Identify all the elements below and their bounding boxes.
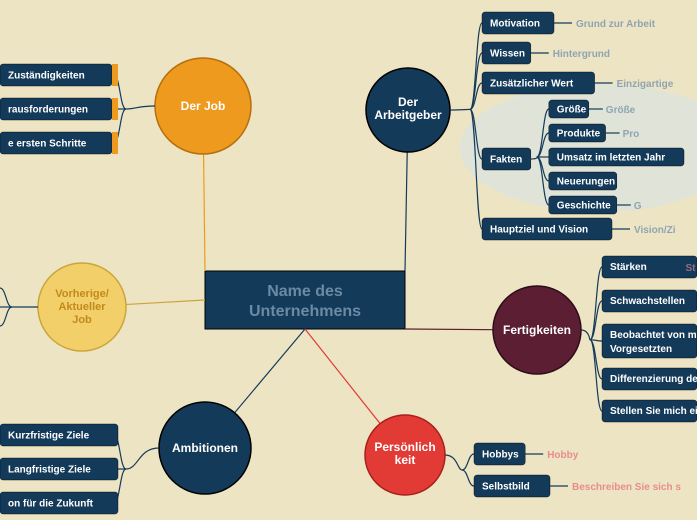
svg-text:Größe: Größe	[557, 105, 587, 116]
bracket	[126, 448, 159, 469]
arb-child-0[interactable]: Motivation	[482, 12, 554, 34]
amb-child-1[interactable]: Langfristige Ziele	[0, 458, 118, 480]
fakt-child-2[interactable]: Umsatz im letzten Jahr	[549, 148, 684, 166]
bracket-branch	[0, 288, 12, 307]
arb-child-1[interactable]: Wissen	[482, 42, 531, 64]
svg-text:Hauptziel und Vision: Hauptziel und Vision	[490, 225, 588, 236]
svg-text:on für die Zukunft: on für die Zukunft	[8, 499, 94, 510]
pers-sec-1: Beschreiben Sie sich s	[572, 482, 681, 493]
node-fertigkeiten[interactable]: Fertigkeiten	[493, 286, 581, 374]
fakt-sec-0: Größe	[606, 105, 636, 116]
node-job[interactable]: Der Job	[155, 58, 251, 154]
arb-sec-1: Hintergrund	[553, 49, 610, 60]
fert-label-1: Schwachstellen	[610, 296, 685, 307]
accent	[112, 64, 118, 86]
fakt-sec-1: Pro	[623, 129, 640, 140]
fert-sec-0: St	[686, 263, 697, 274]
fert-child-3[interactable]: Differenzierung der	[602, 368, 697, 390]
bracket-branch	[590, 340, 602, 411]
node-label-ambitionen: Ambitionen	[172, 441, 238, 455]
node-label-arbeitgeber-1: Arbeitgeber	[374, 108, 442, 122]
svg-text:Motivation: Motivation	[490, 19, 540, 30]
fakt-sec-4: G	[634, 201, 642, 212]
arb-child-2[interactable]: Zusätzlicher Wert	[482, 72, 595, 94]
arb-sec-0: Grund zur Arbeit	[576, 19, 656, 30]
job-child-2[interactable]: e ersten Schritte	[0, 132, 112, 154]
arb-child-4[interactable]: Hauptziel und Vision	[482, 218, 612, 240]
node-ambitionen[interactable]: Ambitionen	[159, 402, 251, 494]
center-node[interactable]	[205, 271, 405, 329]
amb-child-0[interactable]: Kurzfristige Ziele	[0, 424, 118, 446]
accent	[112, 98, 118, 120]
node-label-vorherige-0: Vorherige/	[55, 288, 109, 300]
fert-child-4[interactable]: Stellen Sie mich ein	[602, 400, 697, 422]
svg-text:Fakten: Fakten	[490, 155, 522, 166]
fakt-child-4[interactable]: Geschichte	[549, 196, 617, 214]
pers-child-1[interactable]: Selbstbild	[474, 475, 550, 497]
center-label-1: Name des	[267, 283, 343, 300]
fert-label2-2: Vorgesetzten	[610, 344, 672, 355]
svg-text:e ersten Schritte: e ersten Schritte	[8, 139, 87, 150]
fert-label-0: Stärken	[610, 262, 647, 273]
amb-child-2[interactable]: on für die Zukunft	[0, 492, 118, 514]
svg-text:Kurzfristige Ziele: Kurzfristige Ziele	[8, 431, 90, 442]
svg-text:Hobbys: Hobbys	[482, 450, 519, 461]
mindmap: Name des Unternehmens Der Job DerArbeitgebe…	[0, 0, 697, 520]
svg-text:Wissen: Wissen	[490, 49, 525, 60]
job-child-1[interactable]: rausforderungen	[0, 98, 112, 120]
svg-text:Selbstbild: Selbstbild	[482, 482, 530, 493]
svg-text:rausforderungen: rausforderungen	[8, 105, 88, 116]
fert-label-4: Stellen Sie mich ein	[610, 406, 697, 417]
node-label-vorherige-2: Job	[72, 314, 92, 326]
fert-child-0[interactable]: Stärken	[602, 256, 697, 278]
svg-text:Umsatz im letzten Jahr: Umsatz im letzten Jahr	[557, 153, 665, 164]
svg-text:Neuerungen: Neuerungen	[557, 177, 615, 188]
svg-text:Produkte: Produkte	[557, 129, 601, 140]
bracket-branch	[462, 470, 474, 486]
fakt-child-0[interactable]: Größe	[549, 100, 589, 118]
node-vorherige[interactable]: Vorherige/AktuellerJob	[38, 263, 126, 351]
fakt-child-3[interactable]: Neuerungen	[549, 172, 617, 190]
arb-child-3[interactable]: Fakten	[482, 148, 531, 170]
pers-sec-0: Hobby	[547, 450, 579, 461]
svg-text:Zuständigkeiten: Zuständigkeiten	[8, 71, 85, 82]
bracket	[581, 330, 590, 340]
svg-text:Geschichte: Geschichte	[557, 201, 611, 212]
node-label-job: Der Job	[181, 99, 226, 113]
accent	[112, 132, 118, 154]
bracket	[450, 109, 470, 110]
bracket-branch	[462, 454, 474, 470]
node-label-persoenlich-0: Persönlich	[374, 440, 435, 454]
bracket-branch	[0, 307, 12, 326]
node-label-vorherige-1: Aktueller	[58, 301, 106, 313]
fert-label-2: Beobachtet von me	[610, 330, 697, 341]
node-label-persoenlich-1: keit	[395, 453, 416, 467]
svg-text:Zusätzlicher Wert: Zusätzlicher Wert	[490, 79, 574, 90]
node-label-fertigkeiten: Fertigkeiten	[503, 323, 571, 337]
fert-child-1[interactable]: Schwachstellen	[602, 290, 697, 312]
bracket	[445, 455, 462, 470]
node-persoenlich[interactable]: Persönlichkeit	[365, 415, 445, 495]
pers-child-0[interactable]: Hobbys	[474, 443, 525, 465]
center-label-2: Unternehmens	[249, 303, 361, 320]
svg-text:Langfristige Ziele: Langfristige Ziele	[8, 465, 91, 476]
job-child-0[interactable]: Zuständigkeiten	[0, 64, 112, 86]
arb-sec-2: Einzigartige	[617, 79, 674, 90]
fert-child-2[interactable]: Beobachtet von me Vorgesetzten	[602, 324, 697, 358]
fakt-child-1[interactable]: Produkte	[549, 124, 606, 142]
fert-label-3: Differenzierung der	[610, 374, 697, 385]
arb-sec-4: Vision/Zi	[634, 225, 676, 236]
bracket	[126, 106, 155, 109]
node-arbeitgeber[interactable]: DerArbeitgeber	[366, 68, 450, 152]
node-label-arbeitgeber-0: Der	[398, 95, 418, 109]
